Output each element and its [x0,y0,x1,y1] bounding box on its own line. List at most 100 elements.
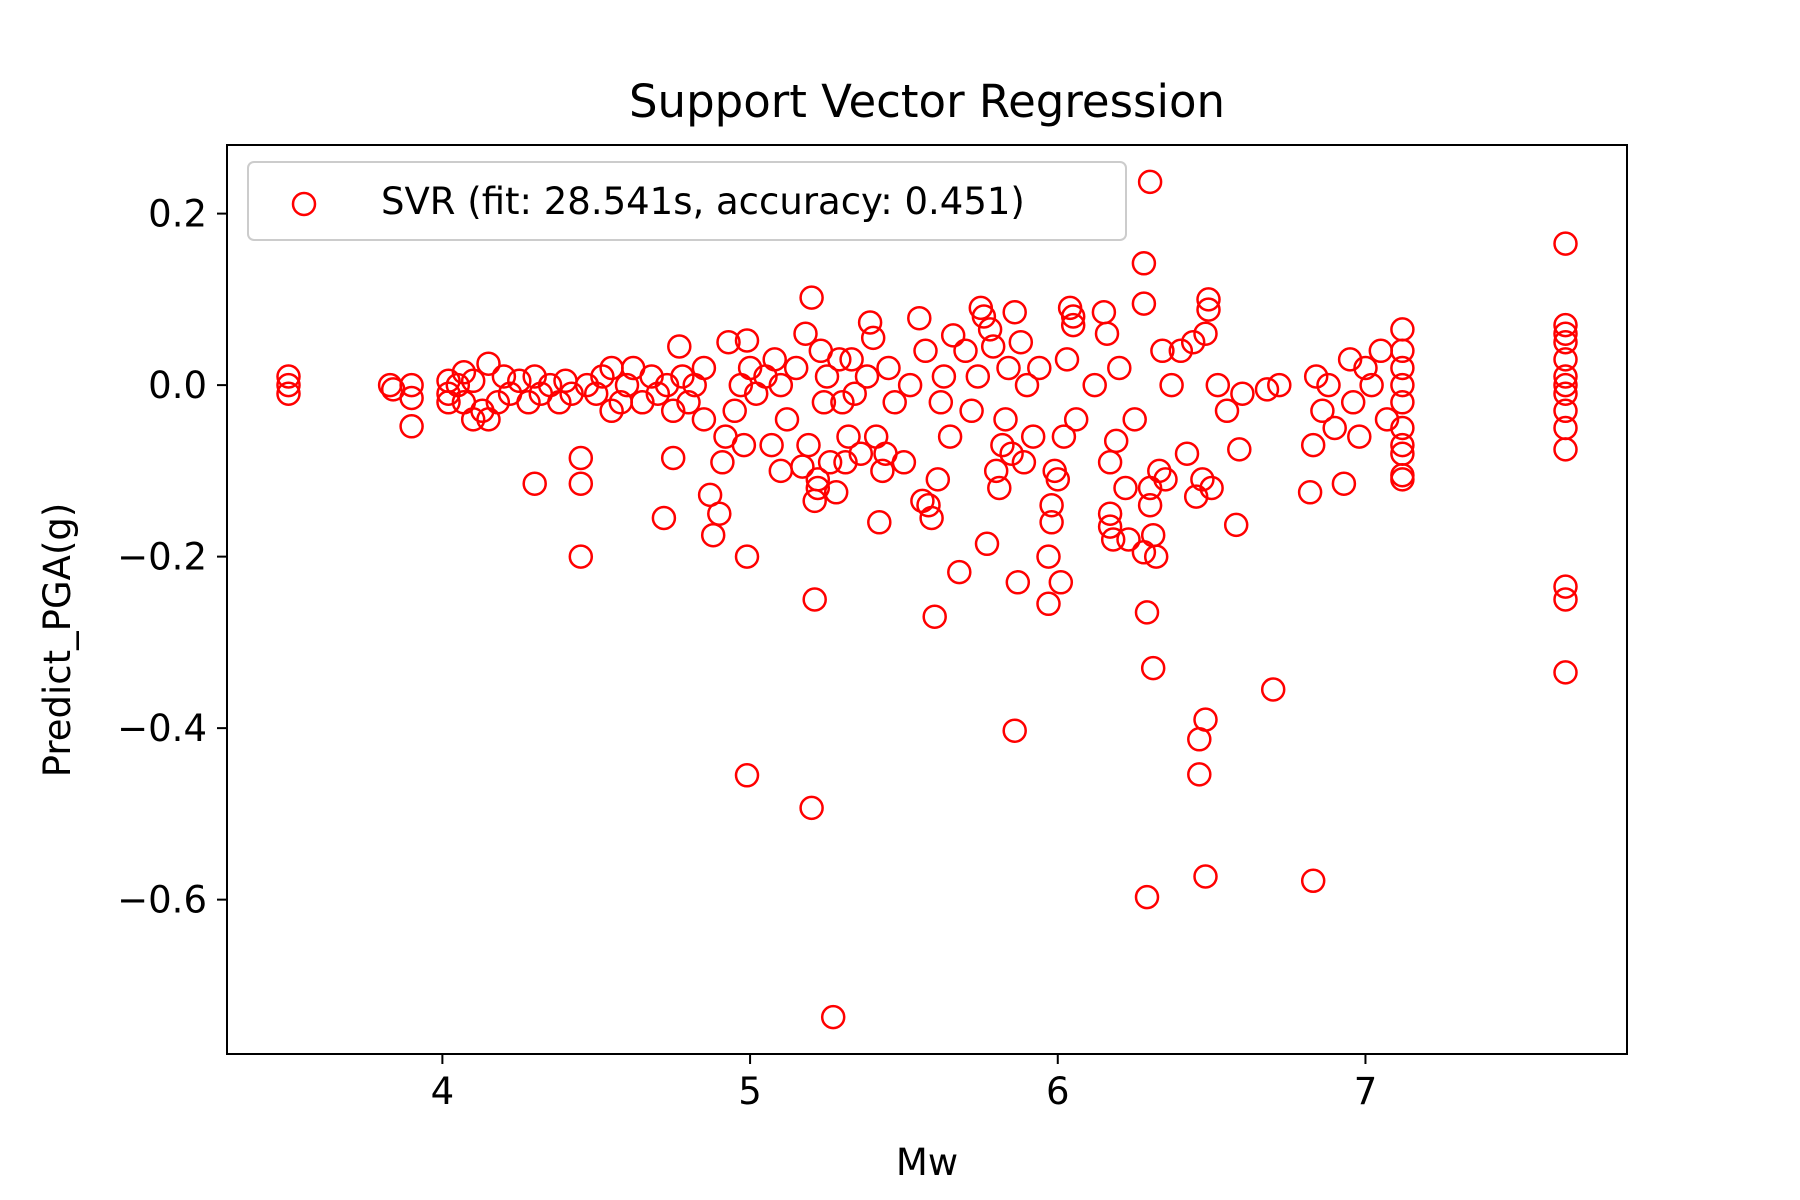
data-point [1002,299,1027,325]
data-point [1100,527,1126,552]
data-point [1008,329,1034,355]
data-point [1002,718,1027,743]
data-point [1097,514,1123,539]
data-point [1353,355,1378,381]
data-point [814,364,840,389]
data-point [630,390,655,415]
data-point [1097,450,1123,475]
data-point [940,323,966,348]
data-point [820,1004,846,1030]
data-point [759,432,784,458]
data-point [1036,544,1061,569]
data-point [553,368,578,394]
data-point [842,381,867,406]
data-point [1039,492,1064,518]
legend: SVR (fit: 28.541s, accuracy: 0.451) [247,161,1127,241]
data-point [1091,299,1117,325]
y-tick-label: −0.4 [117,707,207,750]
data-point [707,501,732,526]
data-point [1390,355,1415,381]
data-point [1553,437,1578,462]
data-point [1051,424,1077,449]
data-point [1045,467,1071,492]
x-tick-label: 5 [738,1070,762,1113]
legend-marker [291,191,317,217]
data-point [676,390,701,415]
data-point [654,372,680,398]
data-point [793,321,818,346]
data-point [1014,372,1040,398]
data-point [947,559,972,585]
data-point [599,398,624,424]
data-point [1097,501,1123,526]
data-point [1390,467,1415,492]
data-point [1303,364,1329,389]
data-point [839,347,864,372]
data-point [922,604,947,629]
data-point [399,372,424,398]
data-point [1322,415,1347,441]
data-point [823,480,849,505]
data-point [737,355,763,381]
data-point [1107,355,1132,381]
data-point [768,372,794,398]
data-point [1005,570,1031,595]
data-point [1310,398,1335,424]
data-point [1131,251,1157,276]
data-point [867,510,892,535]
data-point [891,450,917,475]
data-point [1553,398,1578,424]
data-point [574,372,600,398]
data-point [276,364,301,389]
data-point [1553,321,1578,346]
data-point [805,467,831,492]
data-point [762,347,787,372]
data-point [460,407,486,432]
data-point [974,531,1000,557]
data-point [1187,762,1212,787]
data-point [1390,317,1415,342]
data-point [1183,484,1209,509]
data-point [276,381,301,406]
data-point [667,334,692,359]
x-tick-label: 6 [1046,1070,1070,1113]
data-point [491,364,517,389]
data-point [590,364,615,389]
data-point [1190,467,1215,492]
data-point [691,407,717,432]
data-point [670,364,695,389]
data-point [965,364,991,389]
data-point [993,407,1018,432]
data-point [1054,347,1080,372]
data-point [734,544,760,569]
data-point [937,424,963,449]
data-point [660,445,686,471]
data-point [1368,338,1394,364]
data-point [445,372,471,398]
data-point [1082,372,1107,398]
data-point [1390,390,1415,415]
data-point [399,414,424,439]
data-point [1553,381,1578,406]
data-point [1390,415,1415,441]
data-point [1316,372,1341,398]
data-point [660,398,686,424]
data-point [710,450,735,475]
data-point [854,364,880,389]
data-point [907,305,932,331]
y-tick-label: 0.2 [148,193,207,236]
y-tick-label: 0.0 [148,364,207,407]
data-point [919,505,944,531]
data-point [796,432,821,458]
data-point [734,328,760,353]
data-point [928,390,954,415]
data-point [802,587,827,612]
data-point [987,475,1012,501]
data-point [1230,381,1255,406]
data-point [805,475,831,501]
data-point [1193,321,1218,346]
data-point [971,304,997,329]
data-point [734,763,760,788]
data-point [1553,574,1578,599]
data-point [1340,390,1366,415]
